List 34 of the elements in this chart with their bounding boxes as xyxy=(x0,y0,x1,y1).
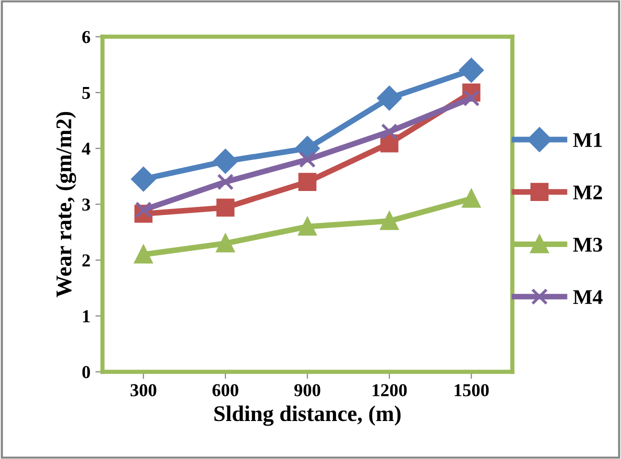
legend-label: M1 xyxy=(573,133,602,147)
point xyxy=(216,198,234,217)
x-tick-label: 900 xyxy=(294,384,320,396)
x-axis-title: Slding distance, (m) xyxy=(214,406,401,426)
point xyxy=(131,166,156,192)
legend-label: M3 xyxy=(573,238,602,252)
point xyxy=(381,123,398,140)
x-tick-label: 1500 xyxy=(454,384,489,396)
legend-label: M4 xyxy=(573,290,603,304)
point xyxy=(298,218,316,236)
y-tick-label: 5 xyxy=(82,87,90,100)
x-tick-label: 600 xyxy=(212,384,238,396)
point xyxy=(298,172,316,191)
point xyxy=(135,202,152,218)
point xyxy=(216,234,234,252)
point xyxy=(213,149,238,174)
x-tick-label: 300 xyxy=(130,384,156,396)
y-tick-label: 6 xyxy=(82,31,90,44)
y-tick-label: 0 xyxy=(82,366,90,378)
y-tick-label: 1 xyxy=(83,310,90,322)
point xyxy=(299,151,316,168)
point xyxy=(459,58,484,82)
legend-label: M2 xyxy=(573,185,602,200)
x-tick-label: 1200 xyxy=(372,384,407,396)
point xyxy=(380,212,398,230)
y-tick-label: 2 xyxy=(82,254,90,266)
point xyxy=(377,86,402,110)
y-axis-title: Wear rate, (gm/m2) xyxy=(56,112,76,298)
point xyxy=(134,245,152,264)
y-tick-label: 3 xyxy=(82,198,90,211)
y-tick-label: 4 xyxy=(82,142,90,155)
point xyxy=(462,190,480,208)
point xyxy=(217,174,234,190)
point xyxy=(463,90,480,106)
